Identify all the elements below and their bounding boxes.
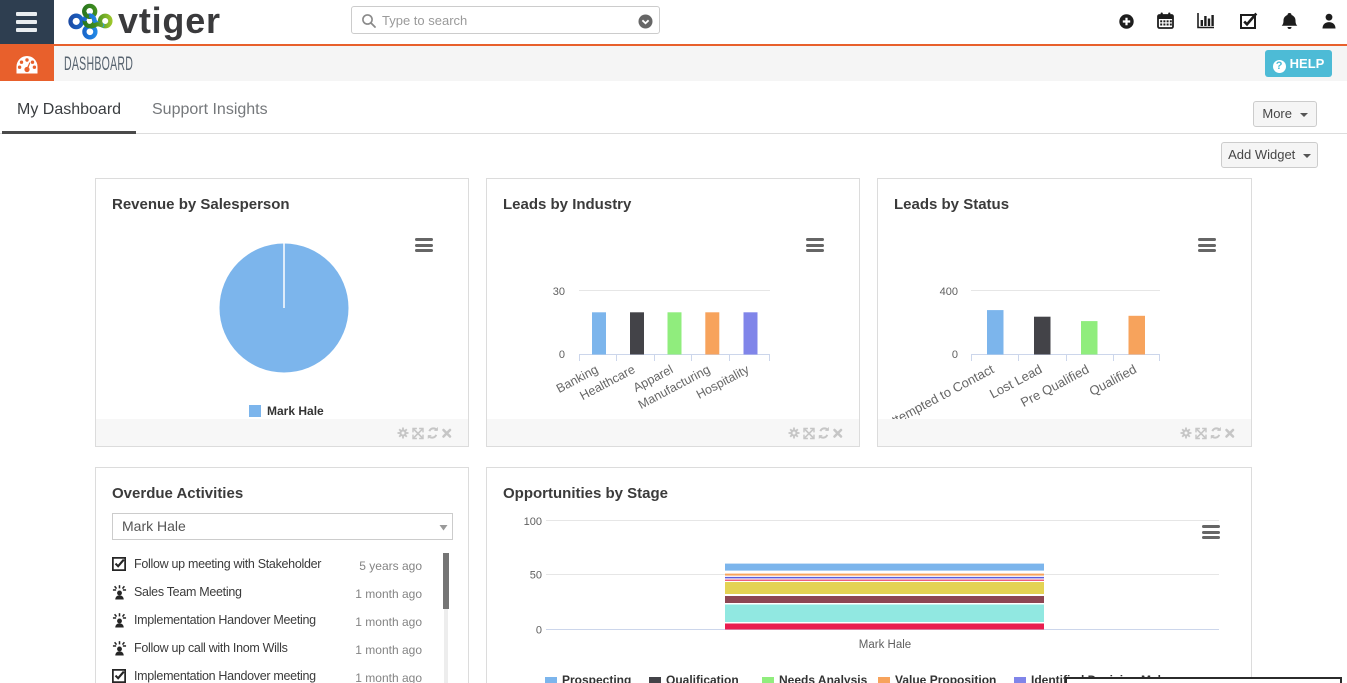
svg-text:Value Proposition: Value Proposition — [895, 673, 996, 683]
svg-text:Needs Analysis: Needs Analysis — [779, 673, 868, 683]
svg-text:50: 50 — [530, 570, 542, 582]
svg-text:100: 100 — [524, 516, 542, 528]
svg-text:Mark Hale: Mark Hale — [859, 639, 911, 651]
svg-text:Qualified: Qualified — [1087, 361, 1139, 398]
svg-text:0: 0 — [952, 349, 958, 361]
svg-text:Prospecting: Prospecting — [562, 673, 631, 683]
svg-text:0: 0 — [559, 349, 565, 361]
svg-text:Qualification: Qualification — [666, 673, 739, 683]
svg-text:Attempted to Contact: Attempted to Contact — [882, 361, 997, 419]
svg-text:Mark Hale: Mark Hale — [267, 404, 324, 418]
svg-text:30: 30 — [553, 286, 565, 298]
svg-text:400: 400 — [940, 286, 958, 298]
svg-text:0: 0 — [536, 625, 542, 637]
